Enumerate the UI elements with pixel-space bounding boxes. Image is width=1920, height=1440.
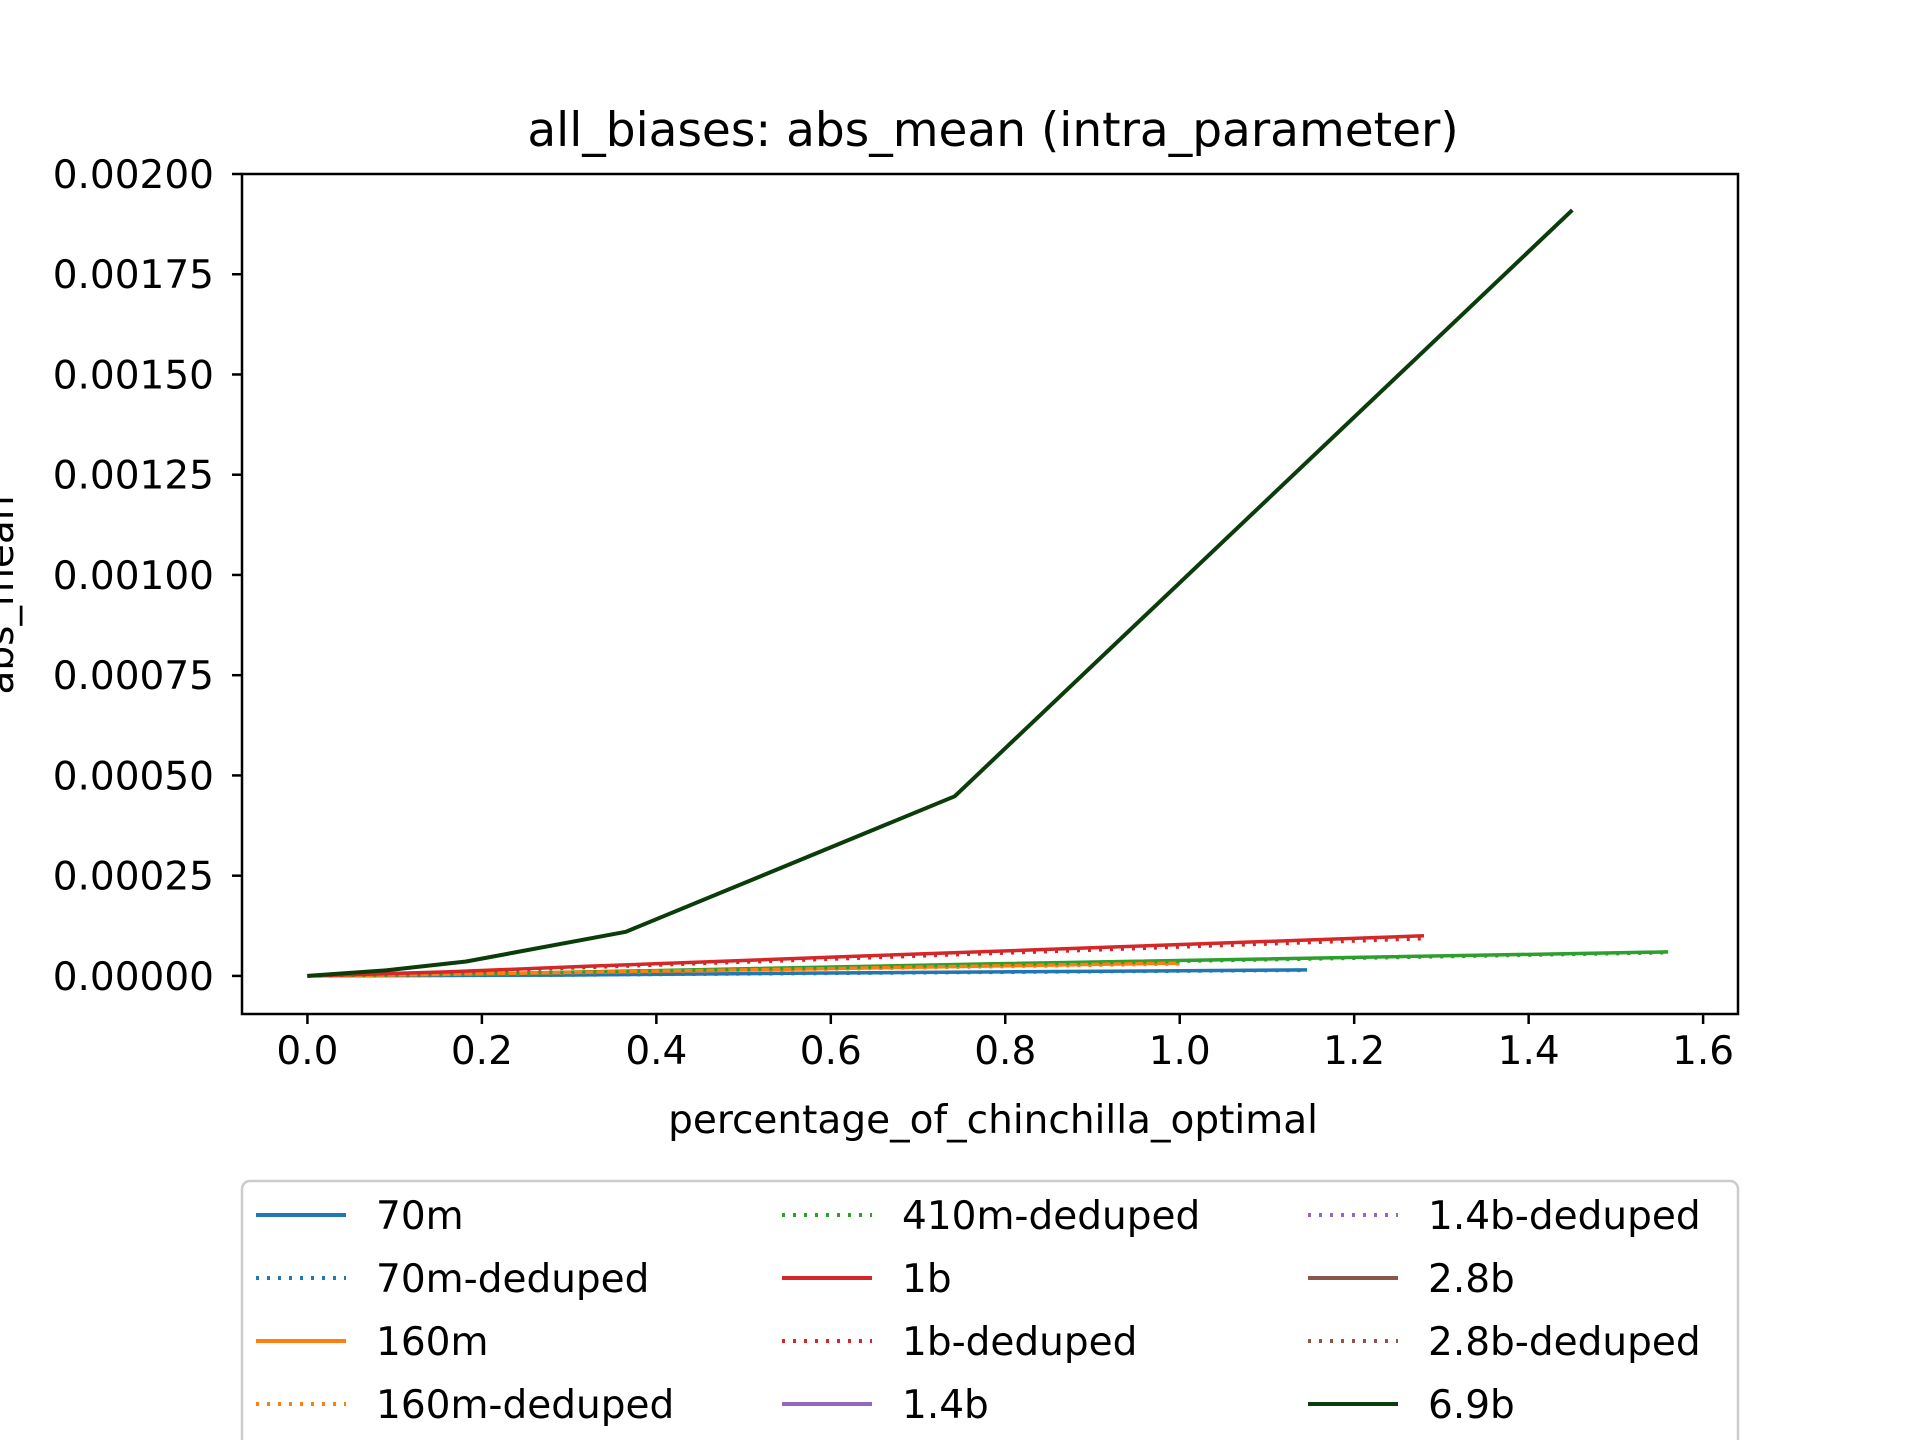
legend-entry-label: 1b [902, 1257, 952, 1302]
y-tick-label: 0.00000 [53, 955, 214, 1000]
x-tick-label: 0.6 [800, 1029, 862, 1074]
x-tick-label: 1.4 [1498, 1029, 1560, 1074]
series-line-1b [307, 934, 1425, 978]
legend: 70m 70m-deduped 160m 160m-deduped 410m-dedup… [240, 1179, 1740, 1440]
legend-entry-label: 1b-deduped [902, 1320, 1137, 1365]
y-tick-label: 0.00025 [53, 855, 214, 900]
y-tick-label: 0.00175 [53, 253, 214, 298]
y-axis-label: abs_mean [0, 495, 23, 694]
legend-entry-label: 70m-deduped [376, 1257, 649, 1302]
y-tick-label: 0.00100 [53, 554, 214, 599]
legend-box [240, 1179, 1740, 1440]
plot-frame [240, 172, 1740, 1016]
x-tick-label: 0.4 [625, 1029, 687, 1074]
plot-area: 0.0 0.2 0.4 0.6 0.8 1.0 1.2 1.4 1.6 0.00000 0.0002… [53, 153, 1740, 1074]
legend-entry-label: 160m [376, 1320, 488, 1365]
y-tick-label: 0.00125 [53, 454, 214, 499]
x-tick-label: 1.0 [1149, 1029, 1211, 1074]
x-axis-label: percentage_of_chinchilla_optimal [668, 1098, 1318, 1143]
y-tick-label: 0.00150 [53, 353, 214, 398]
y-tick-label: 0.00050 [53, 754, 214, 799]
y-tick-label: 0.00200 [53, 153, 214, 198]
x-tick-label: 1.6 [1672, 1029, 1734, 1074]
chart-title: all_biases: abs_mean (intra_parameter) [527, 103, 1458, 158]
series-line-6.9b [307, 208, 1574, 978]
legend-entry-label: 1.4b [902, 1383, 989, 1428]
x-tick-label: 0.8 [974, 1029, 1036, 1074]
y-tick-label: 0.00075 [53, 654, 214, 699]
legend-entry-label: 1.4b-deduped [1428, 1194, 1701, 1239]
legend-entry-label: 410m-deduped [902, 1194, 1200, 1239]
x-tick-label: 0.2 [451, 1029, 513, 1074]
x-tick-label: 0.0 [276, 1029, 338, 1074]
legend-entry-label: 6.9b [1428, 1383, 1515, 1428]
legend-entry-label: 70m [376, 1194, 464, 1239]
legend-entry-label: 2.8b [1428, 1257, 1515, 1302]
legend-entry-label: 2.8b-deduped [1428, 1320, 1701, 1365]
x-tick-label: 1.2 [1323, 1029, 1385, 1074]
legend-entry-label: 160m-deduped [376, 1383, 674, 1428]
